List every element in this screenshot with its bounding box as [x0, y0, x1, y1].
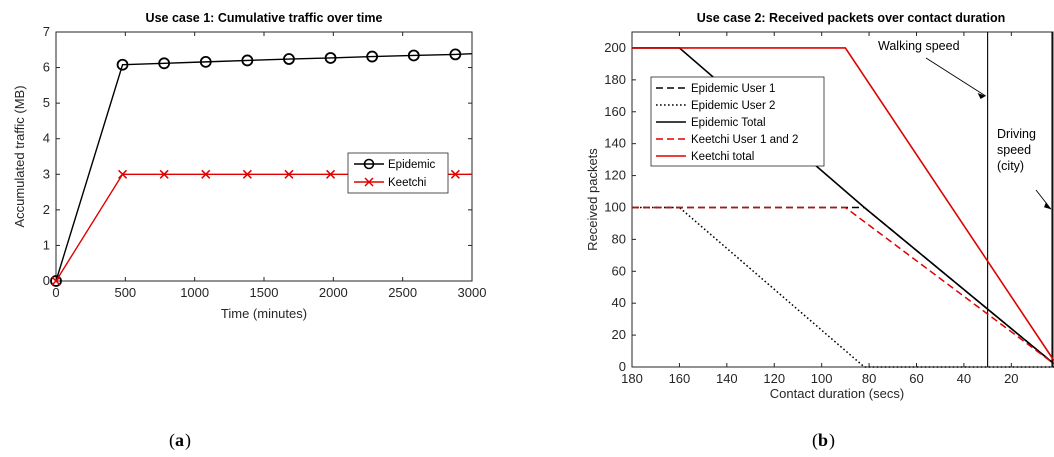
svg-text:(: (	[169, 430, 175, 451]
caption-b-letter: b	[818, 430, 828, 450]
y-tick-label-a: 3	[43, 166, 50, 181]
annotation-walking-speed: Walking speed	[878, 39, 960, 53]
x-tick-label-a: 2000	[319, 285, 348, 300]
legend-b-label: Epidemic User 1	[691, 83, 775, 95]
x-tick-label-b: 40	[957, 371, 971, 386]
x-tick-label-b: 160	[669, 371, 691, 386]
x-tick-label-b: 80	[862, 371, 876, 386]
data-point-epidemic	[50, 275, 62, 287]
series-line-keetchi-total	[632, 47, 1054, 362]
legend-a-label: Epidemic	[388, 159, 436, 171]
data-point-keetchi	[201, 169, 211, 179]
legend-b-label: Epidemic Total	[691, 117, 766, 129]
annotation-driving-speed: Driving	[997, 127, 1036, 141]
x-tick-label-a: 500	[114, 285, 136, 300]
legend-b: Epidemic User 1 Epidemic User 2 Epidemic T…	[650, 76, 825, 167]
annotation-driving-speed: (city)	[997, 159, 1024, 173]
annotation-walking-arrowhead	[977, 93, 986, 99]
svg-text:(: (	[812, 430, 818, 451]
chart-a-ylabel: Accumulated traffic (MB)	[12, 85, 27, 227]
x-tick-label-a: 1000	[180, 285, 209, 300]
caption-b: ( b )	[812, 430, 835, 451]
data-point-keetchi	[118, 169, 128, 179]
series-line-keetchi-user-1-and-2	[632, 206, 1054, 365]
x-tick-label-b: 180	[621, 371, 643, 386]
y-tick-label-a: 7	[43, 24, 50, 39]
y-tick-label-b: 60	[612, 263, 626, 278]
annotation-driving-speed: speed	[997, 143, 1031, 157]
y-tick-label-b: 0	[619, 359, 626, 374]
x-tick-label-a: 2500	[388, 285, 417, 300]
caption-a-letter: a	[175, 430, 184, 450]
y-tick-label-a: 2	[43, 202, 50, 217]
x-tick-label-b: 120	[763, 371, 785, 386]
x-tick-label-b: 140	[716, 371, 738, 386]
legend-b-label: Epidemic User 2	[691, 100, 775, 112]
data-point-keetchi	[242, 169, 252, 179]
data-point-epidemic	[283, 53, 295, 65]
y-tick-label-a: 5	[43, 95, 50, 110]
data-point-keetchi	[159, 169, 169, 179]
y-tick-label-a: 1	[43, 237, 50, 252]
y-tick-label-b: 140	[604, 136, 626, 151]
data-point-epidemic	[324, 52, 337, 64]
caption-a: ( a )	[169, 430, 191, 451]
data-point-epidemic	[158, 57, 171, 70]
x-tick-label-b: 100	[811, 371, 833, 386]
x-tick-label-a: 3000	[458, 285, 487, 300]
y-tick-label-a: 4	[43, 131, 50, 146]
chart-b-xlabel: Contact duration (secs)	[770, 386, 904, 401]
series-line-epidemic-user-2	[632, 206, 1054, 368]
annotation-walking-arrow	[925, 57, 986, 97]
y-tick-label-b: 80	[612, 231, 626, 246]
data-point-epidemic	[116, 58, 129, 71]
data-point-keetchi	[51, 276, 61, 286]
annotation-driving-arrowhead	[1044, 202, 1051, 210]
chart-a-title: Use case 1: Cumulative traffic over time	[146, 11, 383, 25]
legend-a: Epidemic Keetchi	[347, 152, 449, 194]
series-line-epidemic	[55, 52, 473, 282]
y-tick-label-b: 120	[604, 168, 626, 183]
data-point-keetchi	[326, 169, 336, 179]
x-tick-label-b: 60	[909, 371, 923, 386]
y-tick-label-a: 6	[43, 60, 50, 75]
legend-b-label: Keetchi total	[691, 151, 754, 163]
y-tick-label-b: 20	[612, 327, 626, 342]
data-point-epidemic	[241, 54, 254, 67]
y-tick-label-b: 160	[604, 104, 626, 119]
y-tick-label-b: 200	[604, 40, 626, 55]
data-point-keetchi	[284, 169, 294, 179]
legend-a-marker	[363, 158, 375, 170]
chart-a-xlabel: Time (minutes)	[221, 306, 307, 321]
x-tick-label-a: 1500	[250, 285, 279, 300]
legend-a-marker	[364, 177, 374, 187]
x-tick-label-a: 0	[52, 285, 59, 300]
data-point-epidemic	[449, 48, 462, 61]
chart-a: 0 500 1000 1500 2000 2500 3000 0 1 2 3 4 5 6 7 Use case…	[12, 11, 486, 321]
legend-a-box	[347, 152, 449, 194]
chart-b: 180 160 140 120 100 80 60 40 2002040608010012014…	[585, 11, 1054, 401]
x-tick-label-b: 20	[1004, 371, 1018, 386]
y-tick-label-b: 180	[604, 72, 626, 87]
legend-b-label: Keetchi User 1 and 2	[691, 134, 798, 146]
data-point-keetchi	[450, 169, 460, 179]
data-point-epidemic	[407, 49, 420, 62]
data-point-epidemic	[199, 55, 212, 68]
chart-b-ylabel: Received packets	[585, 148, 600, 251]
y-tick-label-a: 0	[43, 273, 50, 288]
data-point-epidemic	[366, 50, 379, 63]
y-tick-label-b: 100	[604, 199, 626, 214]
chart-b-title: Use case 2: Received packets over contac…	[697, 11, 1005, 25]
y-tick-label-b: 40	[612, 295, 626, 310]
svg-text:): )	[829, 430, 835, 451]
svg-text:): )	[185, 430, 191, 451]
legend-a-label: Keetchi	[388, 177, 426, 189]
